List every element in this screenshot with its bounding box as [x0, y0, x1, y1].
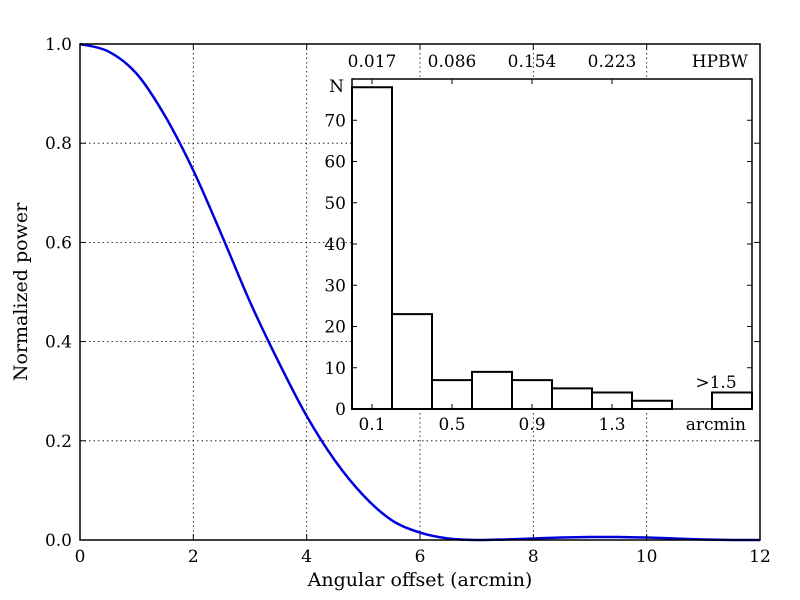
- main-y-tick-label: 1.0: [45, 35, 72, 55]
- inset-y-tick-label: 30: [324, 276, 346, 296]
- main-x-axis-label: Angular offset (arcmin): [307, 569, 533, 591]
- inset-x-tick-label: 0.1: [358, 415, 385, 435]
- main-y-tick-label: 0.2: [45, 432, 72, 452]
- inset-tick-layer: 0 10 20 30 40 50 60 70 0.1 0.5 0.9 1.3 0.017 0.086 0.1…: [324, 52, 752, 435]
- inset-top-tick-label: 0.017: [348, 52, 397, 72]
- main-y-tick-label: 0.0: [45, 531, 72, 551]
- inset-y-tick-label: 50: [324, 194, 346, 214]
- main-tick-layer: 0 2 4 6 8 10 12 0.0 0.2 0.4 0.6 0.8 1.0: [45, 35, 771, 567]
- inset-histogram-bar: [711, 391, 753, 410]
- main-x-tick-label: 12: [749, 547, 771, 567]
- inset-y-tick-label: 70: [324, 111, 346, 131]
- inset-y-tick-label: 20: [324, 318, 346, 338]
- inset-histogram-bar: [471, 370, 513, 410]
- inset-y-axis-label: N: [329, 77, 344, 97]
- inset-top-axis-label: HPBW: [692, 52, 749, 72]
- inset-overflow-annotation: >1.5: [695, 373, 736, 393]
- inset-x-axis-label: arcmin: [686, 415, 746, 435]
- inset-histogram-bar: [351, 86, 393, 410]
- main-y-tick-label: 0.8: [45, 134, 72, 154]
- main-x-tick-label: 8: [528, 547, 539, 567]
- main-x-tick-label: 4: [301, 547, 312, 567]
- inset-histogram-bar: [551, 387, 593, 410]
- inset-top-tick-label: 0.086: [428, 52, 477, 72]
- main-x-tick-label: 0: [75, 547, 86, 567]
- main-y-axis-label: Normalized power: [10, 202, 32, 381]
- inset-y-tick-label: 60: [324, 153, 346, 173]
- inset-y-tick-label: 0: [335, 400, 346, 420]
- inset-x-tick-label: 0.9: [518, 415, 545, 435]
- inset-top-tick-label: 0.223: [588, 52, 637, 72]
- inset-top-tick-label: 0.154: [508, 52, 557, 72]
- main-x-tick-label: 6: [415, 547, 426, 567]
- main-y-tick-label: 0.6: [45, 233, 72, 253]
- main-x-tick-label: 2: [188, 547, 199, 567]
- inset-histogram-bar: [391, 313, 433, 410]
- inset-histogram-bar: [631, 399, 673, 410]
- main-y-tick-label: 0.4: [45, 333, 72, 353]
- inset-y-tick-label: 10: [324, 359, 346, 379]
- inset-x-tick-label: 0.5: [438, 415, 465, 435]
- inset-y-tick-label: 40: [324, 235, 346, 255]
- main-x-tick-label: 10: [636, 547, 658, 567]
- inset-x-tick-label: 1.3: [598, 415, 625, 435]
- inset-bar-layer: [351, 86, 753, 410]
